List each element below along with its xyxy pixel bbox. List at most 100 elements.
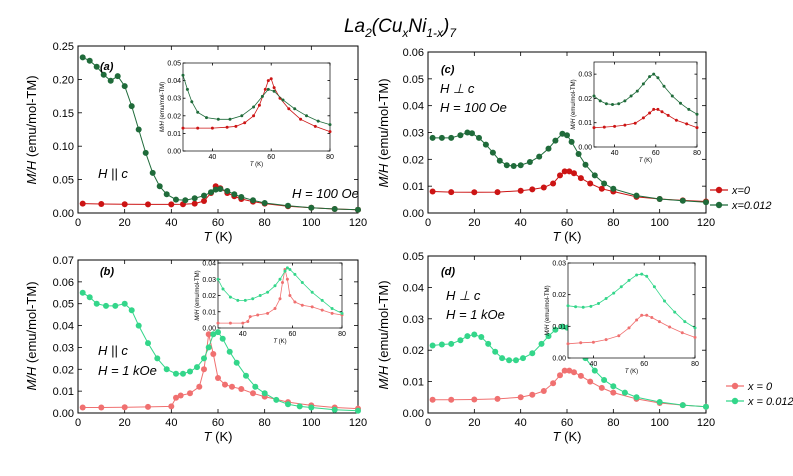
panel-c-series-1-point-26 bbox=[656, 196, 663, 202]
panel-b-series-1-point-16 bbox=[205, 344, 212, 351]
inset-d-series-1-point-0 bbox=[566, 304, 570, 308]
panel-d-x-tick-label-1: 20 bbox=[468, 417, 480, 429]
inset-b-series-0-point-9 bbox=[281, 281, 284, 284]
panel-b-series-0-point-10 bbox=[205, 331, 212, 338]
panel-b-series-0-point-13 bbox=[222, 381, 228, 388]
panel-b-ylabel: M/H (emu/mol-TM) bbox=[24, 281, 39, 390]
panel-a-x-tick-label-6: 120 bbox=[349, 217, 367, 229]
inset-b-series-1-point-3 bbox=[236, 298, 240, 302]
inset-a-series-0-point-9 bbox=[266, 79, 270, 83]
panel-d-series-1-point-8 bbox=[492, 348, 499, 355]
panel-c-series-1-point-12 bbox=[517, 162, 524, 169]
inset-a-y-tick-label-4: 0.04 bbox=[167, 78, 181, 85]
panel-a-series-1-point-28 bbox=[355, 206, 361, 213]
panel-b-series-1-point-13 bbox=[187, 368, 193, 375]
panel-d-series-1-point-10 bbox=[506, 357, 513, 364]
panel-c-x-tick-label-0: 0 bbox=[425, 217, 431, 229]
panel-d-series-1-point-13 bbox=[529, 350, 536, 357]
inset-b-frame bbox=[217, 262, 343, 329]
panel-d-series-1-point-23 bbox=[601, 377, 608, 383]
panel-d-series-1-point-17 bbox=[559, 323, 566, 330]
panel-d-annotation-0: H ⊥ c bbox=[446, 288, 481, 303]
panel-c-x-tick-label-1: 20 bbox=[468, 217, 480, 229]
legend-bottom-label-0: x = 0 bbox=[747, 381, 773, 393]
panel-c-series-1-point-6 bbox=[476, 134, 482, 141]
inset-c-series-line-0 bbox=[593, 109, 698, 128]
inset-b-series-0-point-6 bbox=[266, 311, 270, 315]
panel-c-x-tick-label-5: 100 bbox=[650, 217, 668, 229]
inset-a-series-0-point-16 bbox=[328, 130, 332, 134]
inset-c-series-1-point-4 bbox=[617, 102, 621, 106]
panel-b-series-0-point-5 bbox=[173, 394, 179, 401]
panel-c-series-0-point-7 bbox=[550, 180, 557, 187]
inset-d-series-1-point-14 bbox=[673, 310, 677, 314]
inset-d-series-0-point-7 bbox=[640, 313, 644, 317]
panel-d-annotation-1: H = 1 kOe bbox=[446, 307, 505, 322]
panel-d-series-0-point-3 bbox=[494, 395, 501, 402]
inset-a-series-1-point-5 bbox=[216, 117, 220, 121]
panel-c-series-0-point-3 bbox=[494, 189, 501, 196]
inset-c-series-1-point-6 bbox=[629, 94, 633, 98]
panel-d-series-1-point-0 bbox=[429, 342, 436, 349]
panel-d-series-1-point-15 bbox=[545, 333, 552, 340]
panel-a-series-1-point-10 bbox=[149, 169, 156, 176]
panel-b-series-0-point-14 bbox=[229, 383, 235, 390]
panel-b-inset: 40 60 80 0.00 0.01 0.02 0.03 0.04 T (K) M/H (emu/… bbox=[195, 261, 346, 346]
panel-a-series-1-point-26 bbox=[308, 204, 315, 211]
inset-b-series-0-point-15 bbox=[310, 305, 314, 309]
inset-a-series-1-point-13 bbox=[293, 107, 297, 111]
inset-d-series-1-point-7 bbox=[619, 285, 623, 289]
panel-d: 0 20 40 60 80 100 120 0.00 0.01 0.02 0.03 0.04 0.05 T… bbox=[376, 251, 715, 444]
inset-b-series-1-point-17 bbox=[330, 307, 334, 310]
inset-a-y-tick-label-1: 0.01 bbox=[167, 131, 181, 138]
panel-b-series-0-point-12 bbox=[215, 375, 221, 381]
panel-a-series-1-point-1 bbox=[86, 57, 93, 64]
panel-c-series-1-point-21 bbox=[582, 161, 589, 168]
panel-d-series-1-point-12 bbox=[520, 355, 526, 362]
panel-b-series-1-point-23 bbox=[252, 383, 259, 390]
inset-b-y-tick-label-3: 0.03 bbox=[202, 277, 216, 284]
panel-d-series-0-point-1 bbox=[448, 396, 455, 403]
panel-c-label: (c) bbox=[441, 64, 455, 76]
panel-d-series-0-point-9 bbox=[561, 367, 568, 374]
inset-a-series-0-point-10 bbox=[269, 77, 273, 81]
panel-c-series-1-point-23 bbox=[601, 180, 608, 187]
panel-c-series-1-point-4 bbox=[464, 129, 471, 136]
panel-d-series-1-point-1 bbox=[438, 341, 445, 348]
panel-a-series-1-point-27 bbox=[331, 206, 338, 212]
panel-b-y-tick-label-0: 0.00 bbox=[53, 408, 74, 420]
panel-b-y-tick-label-2: 0.02 bbox=[53, 364, 74, 376]
inset-d-series-0-point-8 bbox=[645, 313, 649, 317]
inset-a-series-1-point-11 bbox=[272, 89, 276, 93]
panel-d-ylabel: M/H (emu/mol-TM) bbox=[376, 280, 391, 389]
panel-a-series-1-point-15 bbox=[191, 195, 198, 202]
inset-a-series-1-point-4 bbox=[205, 116, 208, 120]
panel-b-series-1-point-2 bbox=[93, 300, 100, 307]
panel-d-series-1-point-6 bbox=[478, 334, 485, 340]
inset-b-y-tick-label-0: 0.00 bbox=[202, 326, 216, 333]
panel-c-annotation-1: H = 100 Oe bbox=[440, 100, 507, 115]
panel-a-series-1-point-8 bbox=[135, 126, 142, 133]
panel-a-x-tick-label-3: 60 bbox=[212, 217, 224, 229]
panel-a-series-1-point-19 bbox=[217, 186, 224, 192]
panel-a-x-tick-label-0: 0 bbox=[75, 217, 81, 229]
panel-d-series-1-point-24 bbox=[610, 383, 617, 390]
panel-a-series-1-point-24 bbox=[261, 200, 268, 206]
panel-a-y-tick-label-1: 0.05 bbox=[53, 175, 74, 187]
panel-a-series-1-point-25 bbox=[285, 202, 291, 209]
inset-c-series-1-point-0 bbox=[592, 94, 596, 98]
inset-b-series-0-point-2 bbox=[241, 321, 245, 325]
panel-d-series-1-point-3 bbox=[457, 337, 464, 344]
panel-b-y-tick-label-5: 0.05 bbox=[53, 299, 74, 311]
inset-c-series-0-point-3 bbox=[623, 123, 627, 127]
panel-d-series-1-point-2 bbox=[448, 340, 455, 347]
panel-c-series-1-point-11 bbox=[510, 163, 517, 169]
panel-a-ylabel: M/H (emu/mol-TM) bbox=[24, 75, 39, 184]
inset-a-series-0-point-8 bbox=[263, 87, 267, 91]
panel-b-series-1-point-7 bbox=[135, 322, 142, 329]
panel-b-y-tick-label-6: 0.06 bbox=[53, 277, 74, 289]
panel-b-series-1-point-26 bbox=[285, 401, 291, 408]
panel-d-series-1-point-11 bbox=[513, 357, 519, 364]
inset-c-x-tick-label-0: 40 bbox=[611, 150, 619, 157]
legend-top-label-0: x=0 bbox=[731, 185, 751, 197]
